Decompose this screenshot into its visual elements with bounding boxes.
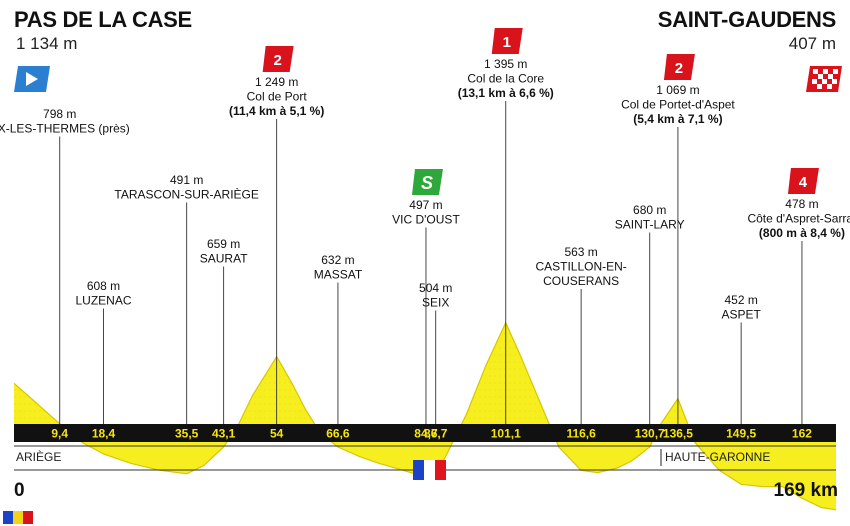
km-tick-label: 116,6 xyxy=(566,427,596,441)
km-tick-label: 43,1 xyxy=(212,427,236,441)
km-bar-background xyxy=(14,424,836,442)
km-tick-label: 9,4 xyxy=(51,427,68,441)
svg-text:4: 4 xyxy=(799,174,808,191)
start-altitude: 1 134 m xyxy=(16,34,78,53)
annotation-label: 659 m SAURAT xyxy=(200,237,248,266)
annotation-layer: 798 m AX-LES-THERMES (près) 608 m LUZENAC 49… xyxy=(0,28,850,424)
end-km: 169 km xyxy=(774,480,838,501)
region-left: ARIÈGE xyxy=(16,449,61,464)
annotation-label: 563 m CASTILLON-EN-COUSERANS xyxy=(535,245,626,288)
finish-altitude: 407 m xyxy=(788,34,836,53)
start-flag-icon xyxy=(14,66,50,92)
annotation-label: 1 249 m Col de Port (11,4 km à 5,1 %) xyxy=(229,75,324,118)
profile-area-fill xyxy=(14,322,836,510)
andorra-flag-icon xyxy=(3,511,33,524)
region-right: HAUTE-GARONNE xyxy=(665,450,770,464)
climb-category-badge: 2 xyxy=(262,46,294,72)
annotation-label: 478 m Côte d'Aspret-Sarrat (800 m à 8,4 %) xyxy=(747,197,850,240)
km-tick-label: 130,7 xyxy=(635,427,665,441)
annotation-label: 1 395 m Col de la Core (13,1 km à 6,6 %) xyxy=(458,57,554,100)
annotation-label: 452 m ASPET xyxy=(721,293,761,322)
finish-name: SAINT-GAUDENS xyxy=(657,7,837,32)
climb-category-badge: 2 xyxy=(663,54,695,80)
svg-text:S: S xyxy=(421,173,433,193)
km-tick-label: 18,4 xyxy=(92,427,116,441)
france-flag-icon xyxy=(413,460,446,480)
annotation-label: 497 m VIC D'OUST xyxy=(392,198,460,227)
km-tick-label: 86,7 xyxy=(424,427,448,441)
sprint-badge-icon: S xyxy=(411,169,443,195)
km-tick-label: 35,5 xyxy=(175,427,199,441)
annotation-label: 1 069 m Col de Portet-d'Aspet (5,4 km à 7,… xyxy=(621,83,735,126)
start-name: PAS DE LA CASE xyxy=(14,7,192,32)
profile-texture xyxy=(14,326,836,419)
annotation-label: 504 m SEIX xyxy=(419,281,452,310)
climb-category-badge: 1 xyxy=(491,28,523,54)
annotation-label: 680 m SAINT-LARY xyxy=(615,203,685,232)
annotation-label: 608 m LUZENAC xyxy=(75,279,131,308)
svg-text:2: 2 xyxy=(273,52,281,69)
start-km: 0 xyxy=(14,480,25,501)
annotation-label: 491 m TARASCON-SUR-ARIÈGE xyxy=(114,173,258,202)
climb-category-badge: 4 xyxy=(787,168,819,194)
km-tick-label: 136,5 xyxy=(663,427,693,441)
km-tick-label: 84,7 xyxy=(414,427,438,441)
finish-flag-icon xyxy=(806,66,842,92)
profile-outline xyxy=(13,321,837,511)
km-tick-label: 54 xyxy=(270,427,284,441)
svg-text:1: 1 xyxy=(503,34,511,51)
annotation-label: 632 m MASSAT xyxy=(314,253,363,282)
km-tick-label: 66,6 xyxy=(326,427,350,441)
km-tick-label: 162 xyxy=(792,427,812,441)
km-tick-label: 149,5 xyxy=(726,427,756,441)
annotation-label: 798 m AX-LES-THERMES (près) xyxy=(0,107,130,136)
km-tick-label: 101,1 xyxy=(491,427,521,441)
svg-text:2: 2 xyxy=(675,60,683,77)
km-bar: 9,4 18,4 35,5 43,1 54 66,6 84,786,7 101,1 116,6 1… xyxy=(14,424,836,442)
